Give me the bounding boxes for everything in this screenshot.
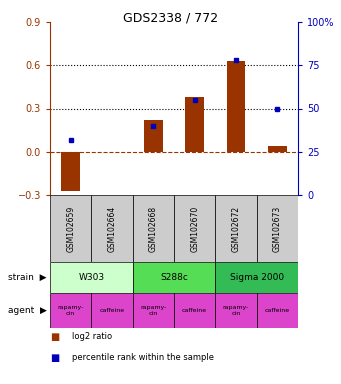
Bar [257, 293, 298, 328]
Text: W303: W303 [78, 273, 104, 282]
Bar [91, 293, 133, 328]
Bar [91, 195, 133, 262]
Text: log2 ratio: log2 ratio [72, 332, 112, 341]
Bar [133, 195, 174, 262]
Text: GSM102668: GSM102668 [149, 205, 158, 252]
Bar [50, 262, 133, 293]
Bar [268, 146, 287, 152]
Bar [227, 61, 245, 152]
Text: GSM102670: GSM102670 [190, 205, 199, 252]
Text: GDS2338 / 772: GDS2338 / 772 [123, 12, 218, 25]
Text: agent  ▶: agent ▶ [8, 306, 47, 315]
Bar [61, 152, 80, 191]
Bar [133, 293, 174, 328]
Text: rapamy-
cin: rapamy- cin [223, 305, 249, 316]
Text: caffeine: caffeine [100, 308, 124, 313]
Bar [133, 262, 215, 293]
Text: rapamy-
cin: rapamy- cin [58, 305, 84, 316]
Bar [174, 195, 215, 262]
Bar [50, 293, 91, 328]
Bar [215, 293, 257, 328]
Text: caffeine: caffeine [182, 308, 207, 313]
Bar [215, 262, 298, 293]
Bar [144, 120, 163, 152]
Bar [50, 195, 91, 262]
Bar [174, 293, 215, 328]
Text: caffeine: caffeine [265, 308, 290, 313]
Text: ■: ■ [50, 332, 59, 342]
Text: Sigma 2000: Sigma 2000 [229, 273, 284, 282]
Bar [257, 195, 298, 262]
Text: GSM102672: GSM102672 [232, 205, 240, 252]
Text: percentile rank within the sample: percentile rank within the sample [72, 353, 214, 362]
Bar [215, 195, 257, 262]
Text: GSM102659: GSM102659 [66, 205, 75, 252]
Text: strain  ▶: strain ▶ [8, 273, 47, 282]
Text: S288c: S288c [160, 273, 188, 282]
Text: ■: ■ [50, 353, 59, 363]
Text: rapamy-
cin: rapamy- cin [140, 305, 166, 316]
Text: GSM102664: GSM102664 [107, 205, 117, 252]
Text: GSM102673: GSM102673 [273, 205, 282, 252]
Bar [186, 97, 204, 152]
